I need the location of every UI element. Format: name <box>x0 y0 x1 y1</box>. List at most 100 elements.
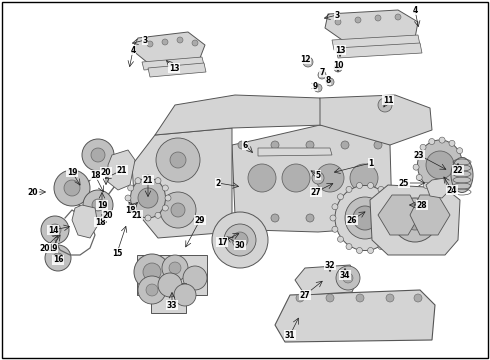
Ellipse shape <box>345 197 385 239</box>
Circle shape <box>461 162 467 168</box>
Text: 21: 21 <box>132 211 142 220</box>
Text: 13: 13 <box>169 63 179 72</box>
Circle shape <box>49 224 61 236</box>
Ellipse shape <box>130 178 166 218</box>
Circle shape <box>374 141 382 149</box>
Circle shape <box>162 205 169 211</box>
Text: 6: 6 <box>243 140 247 149</box>
Circle shape <box>238 141 246 149</box>
Text: 20: 20 <box>28 188 38 197</box>
Text: 3: 3 <box>334 10 340 19</box>
Polygon shape <box>232 125 392 232</box>
Polygon shape <box>142 57 204 70</box>
Circle shape <box>341 214 349 222</box>
Text: 19: 19 <box>67 167 77 176</box>
Circle shape <box>316 164 344 192</box>
Circle shape <box>314 84 322 92</box>
Circle shape <box>134 254 170 290</box>
Circle shape <box>457 148 463 154</box>
Circle shape <box>165 195 171 201</box>
Circle shape <box>386 294 394 302</box>
Circle shape <box>326 78 334 86</box>
Polygon shape <box>258 148 332 156</box>
Circle shape <box>346 244 352 249</box>
Polygon shape <box>295 265 358 295</box>
Circle shape <box>169 262 181 274</box>
Text: 33: 33 <box>167 301 177 310</box>
Circle shape <box>224 224 256 256</box>
Circle shape <box>326 294 334 302</box>
Circle shape <box>158 273 182 297</box>
Text: 10: 10 <box>333 60 343 69</box>
Circle shape <box>238 214 246 222</box>
Circle shape <box>449 140 455 147</box>
Circle shape <box>341 141 349 149</box>
Text: 11: 11 <box>383 95 393 104</box>
Circle shape <box>53 253 63 263</box>
Circle shape <box>356 294 364 302</box>
Circle shape <box>312 172 324 184</box>
Text: 19: 19 <box>97 201 107 210</box>
Circle shape <box>177 37 183 43</box>
Circle shape <box>306 214 314 222</box>
Circle shape <box>45 245 71 271</box>
Circle shape <box>415 153 420 159</box>
Circle shape <box>183 266 207 290</box>
Polygon shape <box>410 195 450 235</box>
Text: 8: 8 <box>325 76 331 85</box>
Circle shape <box>128 205 134 211</box>
Circle shape <box>439 137 445 143</box>
Circle shape <box>64 180 80 196</box>
Text: 20: 20 <box>103 211 113 220</box>
Circle shape <box>420 144 426 150</box>
Text: 30: 30 <box>235 240 245 249</box>
Circle shape <box>162 185 169 191</box>
Circle shape <box>378 244 384 249</box>
Circle shape <box>332 204 338 210</box>
Text: 23: 23 <box>414 150 424 159</box>
Circle shape <box>378 186 384 193</box>
Circle shape <box>413 164 419 170</box>
Text: 3: 3 <box>143 36 147 45</box>
Ellipse shape <box>335 185 395 251</box>
Text: 15: 15 <box>112 248 122 257</box>
Circle shape <box>171 203 185 217</box>
Polygon shape <box>370 185 460 255</box>
Polygon shape <box>108 150 135 190</box>
Polygon shape <box>426 178 448 198</box>
Circle shape <box>356 247 363 253</box>
Circle shape <box>83 190 113 220</box>
Circle shape <box>174 284 196 306</box>
Circle shape <box>423 183 429 189</box>
Text: 27: 27 <box>311 188 321 197</box>
Text: 20: 20 <box>101 167 111 176</box>
Bar <box>137 255 207 295</box>
Text: 9: 9 <box>313 81 318 90</box>
Circle shape <box>138 188 158 208</box>
Circle shape <box>355 17 361 23</box>
Circle shape <box>356 183 363 189</box>
Circle shape <box>336 266 360 290</box>
Circle shape <box>350 164 378 192</box>
Circle shape <box>145 175 151 181</box>
Circle shape <box>387 194 392 200</box>
Circle shape <box>374 214 382 222</box>
Text: 26: 26 <box>347 216 357 225</box>
Circle shape <box>393 198 437 242</box>
Text: 19: 19 <box>47 243 57 252</box>
Text: 16: 16 <box>53 256 63 265</box>
Text: 18: 18 <box>95 217 105 226</box>
Circle shape <box>338 194 343 200</box>
Circle shape <box>443 186 449 192</box>
Text: 18: 18 <box>90 171 100 180</box>
Circle shape <box>138 276 166 304</box>
Polygon shape <box>72 205 98 238</box>
Circle shape <box>414 294 422 302</box>
Circle shape <box>155 178 161 184</box>
Polygon shape <box>155 95 325 135</box>
Circle shape <box>160 192 196 228</box>
Polygon shape <box>148 63 206 77</box>
Circle shape <box>335 19 341 25</box>
Circle shape <box>334 64 342 72</box>
Ellipse shape <box>451 158 473 193</box>
